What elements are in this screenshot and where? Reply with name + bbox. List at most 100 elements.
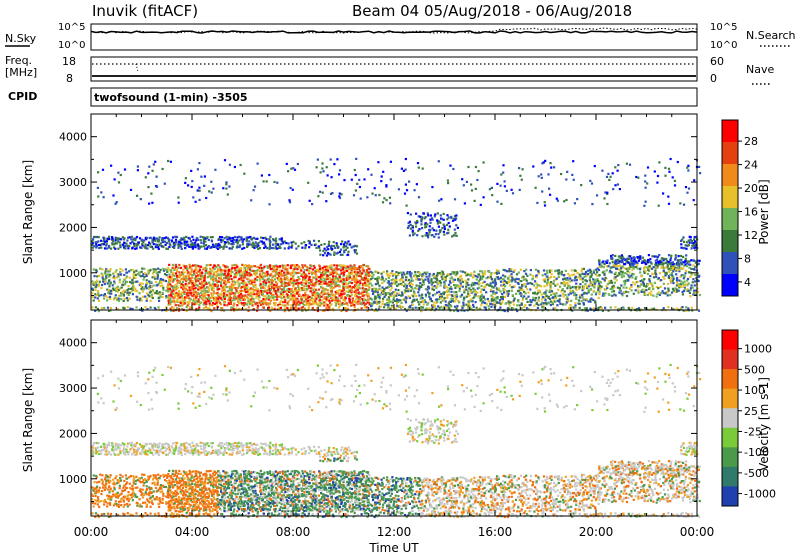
power-cell — [415, 183, 418, 186]
power-cell — [611, 287, 614, 291]
power-cell — [500, 297, 503, 300]
power-cell — [162, 240, 165, 243]
power-cell — [556, 269, 559, 272]
power-cell — [174, 240, 178, 244]
power-cell — [430, 282, 433, 285]
power-cell — [648, 278, 651, 281]
power-cell — [340, 266, 343, 269]
power-cell — [598, 274, 601, 277]
power-cell — [128, 270, 131, 273]
power-cell — [421, 273, 424, 276]
power-cell — [662, 269, 665, 272]
power-cell — [171, 236, 175, 239]
power-cell — [580, 269, 583, 273]
power-cell — [367, 278, 370, 281]
power-cell — [455, 217, 458, 220]
power-cell — [454, 296, 457, 299]
power-cell — [365, 306, 368, 309]
power-cell — [672, 270, 675, 273]
power-cell — [471, 281, 474, 285]
power-cell — [527, 291, 530, 294]
power-cell — [472, 303, 475, 306]
power-cell — [204, 240, 207, 243]
power-cell — [257, 244, 260, 247]
power-cell — [659, 259, 662, 262]
freq-frame — [90, 56, 698, 82]
power-cell — [169, 299, 172, 302]
power-cell — [244, 271, 247, 274]
power-cell — [435, 277, 438, 280]
power-cell — [197, 279, 200, 282]
power-cell — [411, 224, 414, 228]
power-cell — [316, 306, 319, 310]
power-cell — [246, 242, 249, 245]
power-cell — [620, 284, 623, 287]
power-cell — [563, 290, 566, 293]
power-cell — [655, 273, 658, 276]
power-cell — [241, 271, 244, 274]
power-cell — [123, 278, 126, 281]
power-cell — [374, 277, 377, 280]
power-cell — [239, 299, 242, 302]
power-cell — [385, 184, 388, 187]
power-cell — [436, 273, 439, 276]
power-cell — [626, 268, 629, 271]
power-cell — [429, 297, 432, 300]
power-cell — [290, 266, 293, 270]
power-cell — [545, 269, 548, 272]
power-cell — [191, 295, 194, 298]
power-cell — [406, 272, 409, 275]
power-cell — [158, 271, 161, 274]
power-cell — [225, 293, 229, 296]
power-cell — [276, 298, 279, 301]
power-cell — [342, 278, 345, 281]
power-cell — [117, 181, 121, 184]
power-cell — [178, 280, 181, 283]
power-cell — [343, 298, 346, 301]
power-cell — [465, 274, 468, 277]
power-cell — [224, 290, 227, 293]
power-cell — [421, 306, 424, 309]
power-cell — [429, 228, 432, 232]
power-cell — [611, 172, 614, 175]
power-cell — [251, 296, 254, 299]
power-cell — [263, 279, 266, 282]
power-cell — [537, 296, 540, 299]
power-cell — [566, 170, 569, 173]
power-cell — [601, 309, 604, 312]
power-cell — [449, 164, 452, 167]
power-cell — [315, 268, 318, 271]
power-cell — [248, 271, 251, 274]
power-cell — [253, 236, 256, 239]
power-cell — [159, 242, 162, 245]
power-cell — [234, 269, 237, 272]
power-cell — [637, 284, 640, 288]
power-cell — [127, 287, 130, 291]
power-cell — [305, 274, 309, 278]
power-cell — [421, 227, 424, 230]
power-cell — [402, 169, 405, 172]
power-cell — [305, 297, 308, 301]
power-cell — [537, 270, 540, 273]
power-cell — [96, 235, 99, 239]
power-cell — [437, 281, 440, 285]
power-cell — [333, 267, 336, 270]
power-cell — [152, 163, 155, 166]
power-cell — [318, 275, 322, 279]
power-cell — [416, 162, 420, 165]
power-cell — [182, 284, 185, 287]
power-cell — [624, 258, 627, 261]
power-cell — [205, 303, 208, 306]
power-cell — [489, 282, 492, 285]
power-cell — [517, 271, 520, 274]
power-cell — [499, 290, 502, 293]
power-cell — [639, 255, 642, 258]
power-cell — [540, 176, 543, 179]
power-cell — [113, 243, 116, 246]
power-cell — [331, 282, 334, 285]
power-cell — [103, 272, 106, 275]
power-cell — [240, 278, 243, 282]
power-cell — [92, 235, 96, 239]
power-cell — [236, 241, 239, 244]
power-cell — [636, 286, 639, 289]
